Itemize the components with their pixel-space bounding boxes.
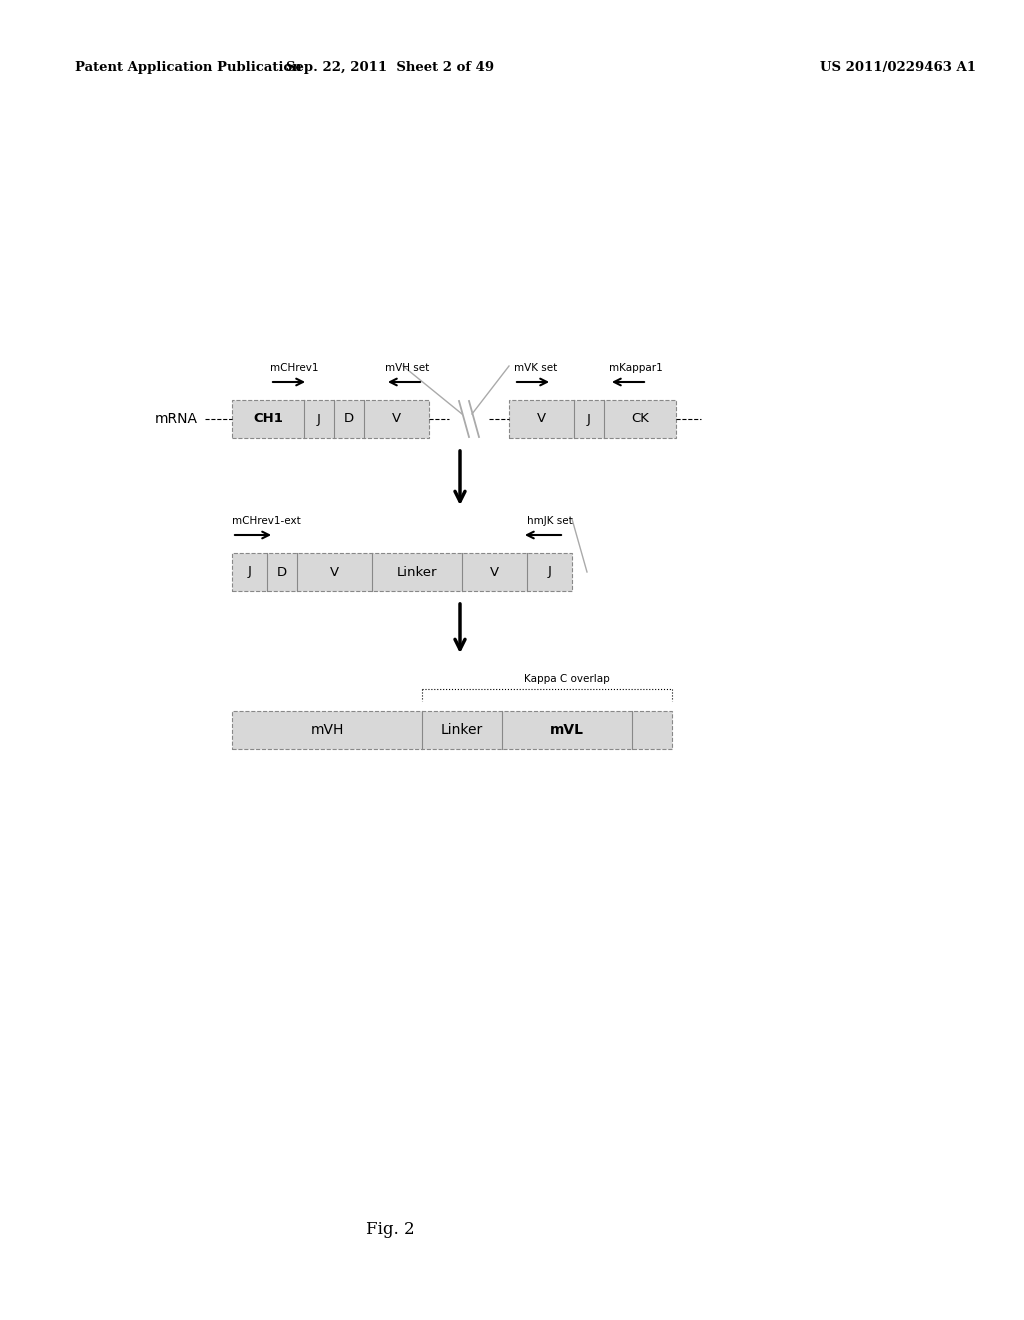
Bar <box>232 400 429 438</box>
Text: V: V <box>392 412 401 425</box>
Text: mVH set: mVH set <box>385 363 429 374</box>
Text: D: D <box>344 412 354 425</box>
Text: J: J <box>587 412 591 425</box>
Text: J: J <box>248 565 252 578</box>
Text: mVK set: mVK set <box>514 363 557 374</box>
Text: J: J <box>548 565 552 578</box>
Text: CH1: CH1 <box>253 412 283 425</box>
Text: Kappa C overlap: Kappa C overlap <box>524 675 610 684</box>
Text: D: D <box>276 565 287 578</box>
Text: mVL: mVL <box>550 723 584 737</box>
Text: mCHrev1: mCHrev1 <box>270 363 318 374</box>
Bar <box>232 553 572 591</box>
Text: mKappar1: mKappar1 <box>609 363 663 374</box>
Text: Linker: Linker <box>396 565 437 578</box>
Text: V: V <box>489 565 499 578</box>
Bar <box>509 400 676 438</box>
Text: V: V <box>537 412 546 425</box>
Text: Linker: Linker <box>441 723 483 737</box>
Text: mCHrev1-ext: mCHrev1-ext <box>232 516 301 525</box>
Text: Sep. 22, 2011  Sheet 2 of 49: Sep. 22, 2011 Sheet 2 of 49 <box>286 62 494 74</box>
Text: V: V <box>330 565 339 578</box>
Bar <box>232 711 672 748</box>
Text: mRNA: mRNA <box>155 412 198 426</box>
Text: Fig. 2: Fig. 2 <box>366 1221 415 1238</box>
Text: mVH: mVH <box>310 723 344 737</box>
Text: Patent Application Publication: Patent Application Publication <box>75 62 302 74</box>
Text: CK: CK <box>631 412 649 425</box>
Text: hmJK set: hmJK set <box>527 516 572 525</box>
Text: J: J <box>317 412 321 425</box>
Text: US 2011/0229463 A1: US 2011/0229463 A1 <box>820 62 976 74</box>
